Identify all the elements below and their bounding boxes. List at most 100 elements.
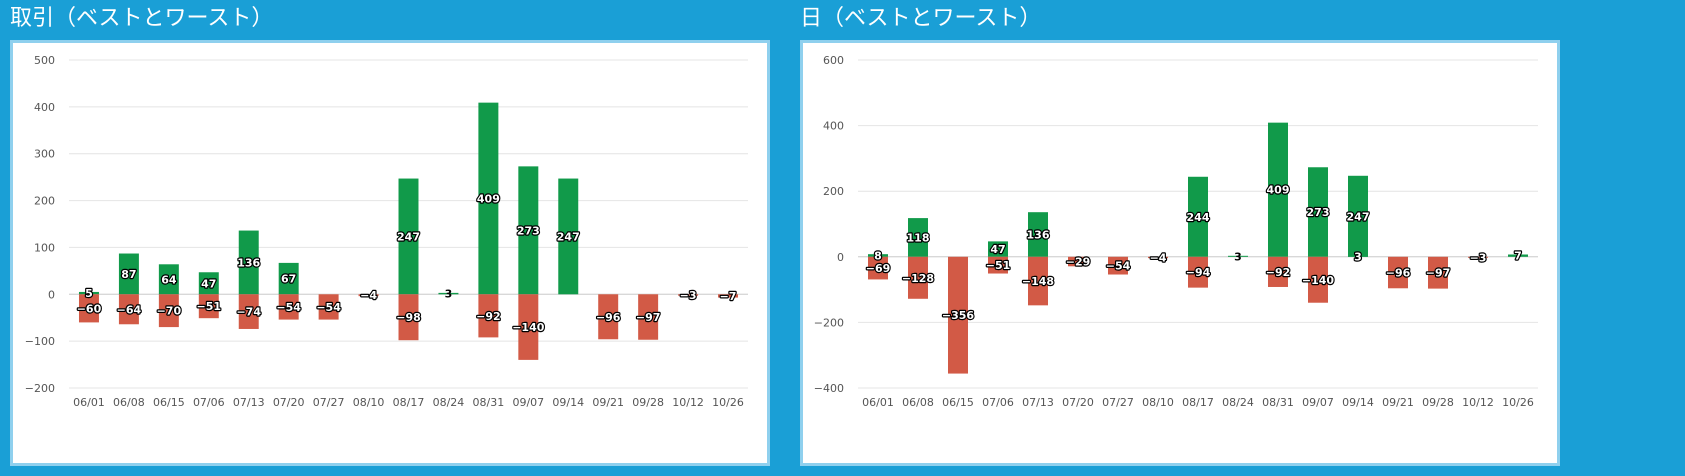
data-label: −140: [512, 321, 545, 334]
chart-trades: 500 400 300 200 100 0 −100 −200 06/01 06/08 06/15 0…: [25, 54, 748, 409]
data-label: −51: [986, 259, 1011, 272]
x-tick-label: 08/17: [1182, 396, 1214, 409]
data-label: 118: [907, 231, 930, 244]
x-tick-label: 10/26: [1502, 396, 1534, 409]
y-tick-label: −200: [25, 382, 55, 395]
bar-best: [558, 178, 579, 295]
bar-best: [438, 292, 459, 295]
x-tick-label: 07/06: [193, 396, 225, 409]
data-label: 87: [121, 268, 136, 281]
x-tick-label: 06/15: [942, 396, 974, 409]
bar-worst: [1148, 256, 1168, 259]
bar-worst: [238, 294, 259, 329]
data-label: −92: [476, 310, 501, 323]
bar-worst: [478, 294, 499, 338]
data-label: −96: [596, 311, 621, 324]
y-tick-label: 400: [34, 101, 55, 114]
bar-worst: [638, 294, 659, 340]
bar-worst: [988, 256, 1008, 274]
y-tick-label: 200: [34, 195, 55, 208]
y-tick-label: 400: [823, 120, 844, 133]
data-label: 3: [1234, 250, 1242, 263]
x-tick-label: 08/31: [473, 396, 505, 409]
data-label: −94: [1186, 266, 1211, 279]
data-label: 244: [1187, 211, 1210, 224]
x-tick-label: 07/20: [273, 396, 305, 409]
panel-trades: 500 400 300 200 100 0 −100 −200 06/01 06/08 06/15 0…: [10, 40, 770, 466]
data-label: −3: [680, 289, 697, 302]
x-tick-label: 08/24: [433, 396, 465, 409]
bar-best: [78, 291, 99, 295]
x-tick-label: 07/27: [313, 396, 345, 409]
data-label: −54: [316, 301, 341, 314]
bar-worst: [678, 294, 699, 296]
data-label: −92: [1266, 266, 1291, 279]
data-label: −64: [117, 303, 142, 316]
bar-worst: [318, 294, 339, 320]
bar-worst: [358, 294, 379, 297]
y-tick-label: −400: [814, 382, 844, 395]
bar-worst: [1188, 256, 1208, 288]
data-label: 247: [1347, 210, 1370, 223]
bar-best: [1348, 175, 1368, 257]
bar-best: [1188, 176, 1208, 257]
data-label: −7: [720, 290, 737, 303]
bar-best: [158, 264, 179, 295]
bar-best: [908, 218, 928, 257]
data-label: −29: [1066, 256, 1091, 269]
panel-title-trades: 取引（ベストとワースト）: [10, 6, 274, 31]
bar-best: [238, 230, 259, 295]
x-tick-label: 07/20: [1062, 396, 1094, 409]
x-tick-label: 08/10: [1142, 396, 1174, 409]
x-tick-label: 06/08: [902, 396, 934, 409]
x-tick-label: 06/08: [113, 396, 145, 409]
bar-worst: [1268, 256, 1288, 287]
data-label: −98: [396, 311, 421, 324]
x-tick-label: 09/21: [592, 396, 624, 409]
data-label: 273: [1307, 206, 1330, 219]
bar-best: [1268, 122, 1288, 257]
x-tick-label: 07/13: [233, 396, 265, 409]
x-tick-label: 08/31: [1262, 396, 1294, 409]
data-label: 3: [1354, 250, 1362, 263]
bar-best: [1228, 255, 1248, 257]
x-tick-label: 10/12: [1462, 396, 1494, 409]
panel-title-days: 日（ベストとワースト）: [800, 6, 1042, 31]
bar-worst: [598, 294, 619, 340]
bar-worst: [118, 294, 139, 325]
bar-best: [278, 262, 299, 295]
y-tick-label: −100: [25, 335, 55, 348]
bar-worst: [1068, 256, 1088, 267]
x-tick-label: 07/06: [982, 396, 1014, 409]
data-label: −140: [1302, 274, 1335, 287]
y-tick-label: 100: [34, 241, 55, 254]
bar-best: [718, 294, 739, 298]
data-label: −3: [1470, 251, 1487, 264]
data-label: −51: [197, 300, 222, 313]
x-tick-label: 09/28: [1422, 396, 1454, 409]
bar-worst: [518, 294, 539, 360]
bar-worst: [868, 256, 888, 280]
x-tick-label: 09/21: [1382, 396, 1414, 409]
x-tick-label: 06/01: [862, 396, 894, 409]
data-label: −4: [360, 289, 377, 302]
data-label: −97: [1426, 267, 1451, 280]
x-tick-label: 09/14: [1342, 396, 1374, 409]
data-label: −54: [1106, 260, 1131, 273]
x-tick-label: 09/07: [1302, 396, 1334, 409]
data-label: −97: [636, 311, 661, 324]
y-tick-label: 300: [34, 148, 55, 161]
data-label: −54: [276, 301, 301, 314]
data-label: 247: [557, 230, 580, 243]
bar-worst: [398, 294, 419, 341]
x-tick-label: 09/14: [552, 396, 584, 409]
data-label: −128: [902, 272, 934, 285]
data-label: −70: [157, 305, 182, 318]
bar-worst: [1028, 256, 1048, 306]
bar-best: [868, 254, 888, 257]
data-label: −356: [942, 309, 975, 322]
bar-worst: [1428, 256, 1448, 289]
bar-worst: [158, 294, 179, 328]
data-label: 136: [237, 256, 260, 269]
data-label: 64: [161, 273, 177, 286]
